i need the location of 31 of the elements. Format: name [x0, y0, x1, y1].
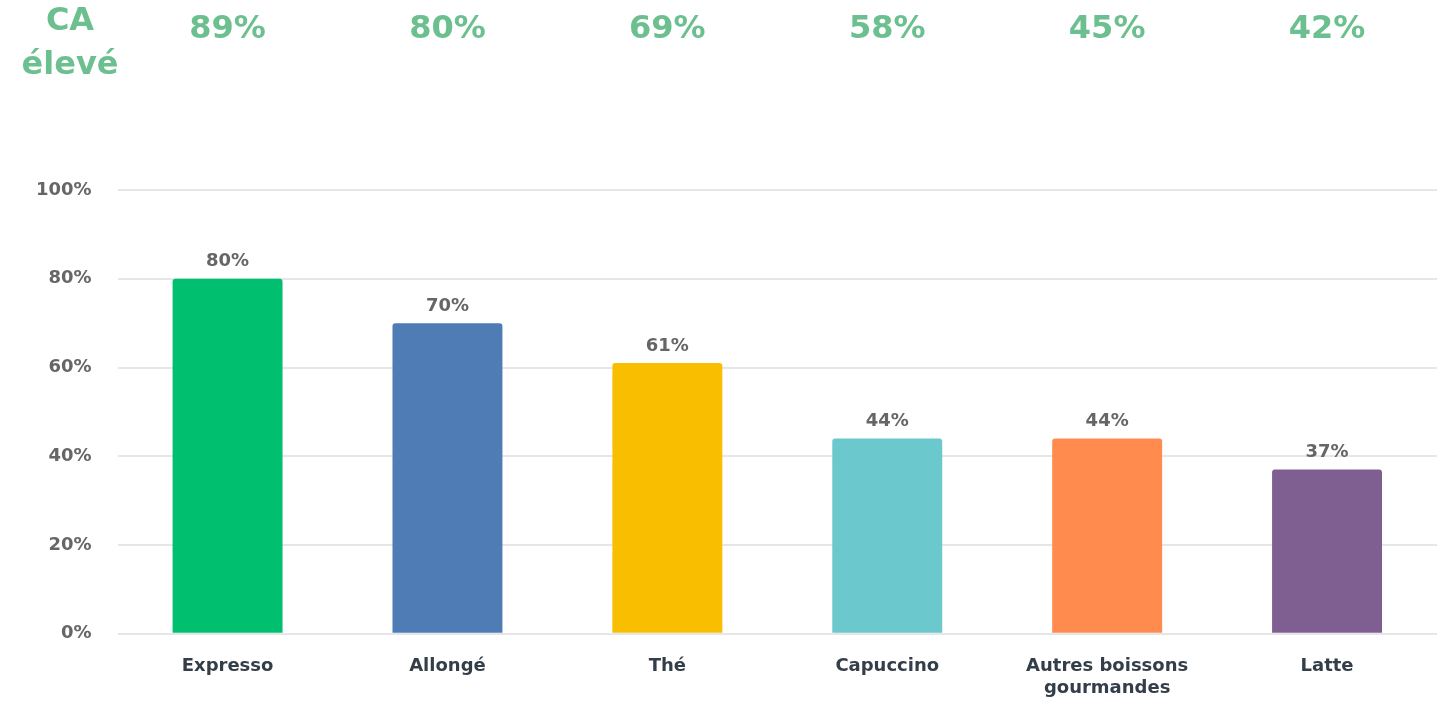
- x-tick-label: Latte: [1300, 654, 1354, 676]
- text: 89%: [189, 8, 266, 47]
- text: CA élevé: [21, 0, 119, 83]
- bar: [172, 278, 283, 633]
- y-tick-label: 60%: [48, 355, 92, 377]
- bar: [612, 363, 723, 633]
- text: 80%: [409, 8, 486, 47]
- text: 45%: [1068, 8, 1146, 47]
- text: 69%: [629, 8, 706, 47]
- data-label: 80%: [206, 249, 250, 271]
- text: 42%: [1288, 8, 1366, 47]
- data-label: 37%: [1305, 440, 1349, 462]
- y-tick-label: 0%: [61, 621, 92, 643]
- data-label: 44%: [1085, 409, 1129, 431]
- bar: [832, 438, 943, 633]
- x-tick-label: Thé: [648, 654, 687, 676]
- x-tick-label: Capuccino: [835, 654, 940, 676]
- data-label: 70%: [425, 293, 469, 315]
- y-tick-label: 40%: [48, 443, 92, 465]
- y-tick-label: 100%: [36, 177, 92, 199]
- bar: [392, 323, 503, 633]
- bar: [1052, 438, 1163, 633]
- x-tick-label: Autres boissons gourmandes: [1026, 654, 1189, 697]
- x-tick-label: Expresso: [181, 654, 274, 676]
- data-label: 44%: [865, 409, 909, 431]
- x-tick-label: Allongé: [409, 654, 486, 676]
- y-tick-label: 80%: [48, 266, 92, 288]
- bar: [1272, 469, 1383, 633]
- y-tick-label: 20%: [48, 532, 92, 554]
- text: 58%: [848, 8, 926, 47]
- data-label: 61%: [645, 333, 689, 355]
